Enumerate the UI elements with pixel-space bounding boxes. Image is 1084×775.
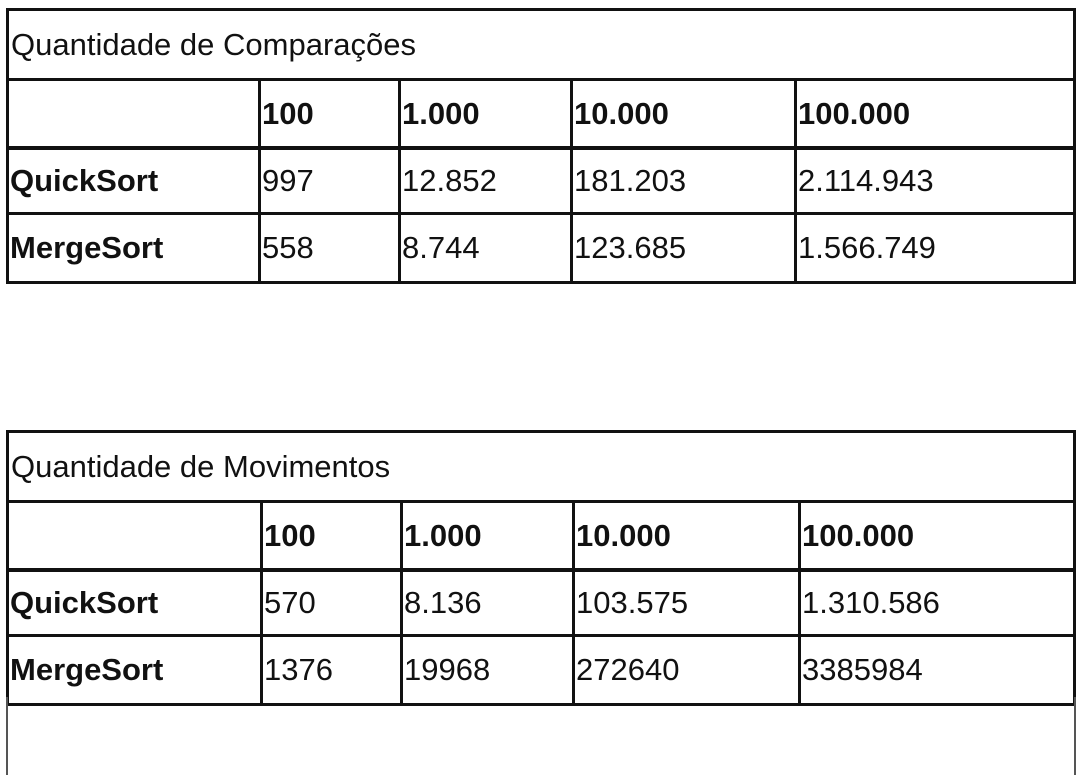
table-cell: 12.852: [401, 150, 573, 212]
header-cell-10000: 10.000: [573, 81, 797, 146]
header-cell-1000: 1.000: [401, 81, 573, 146]
empty-box-fragment: [6, 697, 1076, 775]
table-cell: 1.566.749: [798, 230, 936, 265]
table-cell: 272640: [575, 637, 801, 703]
header-cell-10000: 10.000: [575, 503, 801, 568]
table-cell: 8.136: [403, 572, 575, 634]
table-row: MergeSort 1376 19968 272640 3385984: [9, 637, 1073, 703]
table-title: Quantidade de Comparações: [9, 11, 1073, 81]
header-cell-100000: 100.000: [798, 95, 911, 131]
header-cell-100000: 100.000: [802, 517, 915, 553]
row-label-quicksort: QuickSort: [9, 150, 261, 212]
header-cell-100: 100: [263, 503, 403, 568]
table-cell: 558: [261, 215, 401, 281]
row-label-mergesort: MergeSort: [9, 637, 263, 703]
table-cell: 997: [261, 150, 401, 212]
table-cell: 123.685: [573, 215, 797, 281]
table-cell: 8.744: [401, 215, 573, 281]
table-row: MergeSort 558 8.744 123.685 1.566.749: [9, 215, 1073, 281]
header-cell-100: 100: [261, 81, 401, 146]
table-cell: 2.114.943: [798, 163, 934, 198]
movements-table: Quantidade de Movimentos 100 1.000 10.00…: [6, 430, 1076, 706]
table-cell: 570: [263, 572, 403, 634]
header-row: 100 1.000 10.000 100.000: [9, 81, 1073, 149]
header-row: 100 1.000 10.000 100.000: [9, 503, 1073, 571]
table-cell: 1376: [263, 637, 403, 703]
table-cell: 1.310.586: [802, 585, 940, 620]
table-cell: 19968: [403, 637, 575, 703]
row-label-quicksort: QuickSort: [9, 572, 263, 634]
table-cell: 103.575: [575, 572, 801, 634]
table-cell: 181.203: [573, 150, 797, 212]
header-cell-1000: 1.000: [403, 503, 575, 568]
table-cell: 3385984: [802, 652, 923, 687]
row-label-mergesort: MergeSort: [9, 215, 261, 281]
header-cell-empty: [9, 81, 261, 146]
comparisons-table: Quantidade de Comparações 100 1.000 10.0…: [6, 8, 1076, 284]
table-row: QuickSort 997 12.852 181.203 2.114.943: [9, 149, 1073, 215]
table-row: QuickSort 570 8.136 103.575 1.310.586: [9, 571, 1073, 637]
header-cell-empty: [9, 503, 263, 568]
table-title: Quantidade de Movimentos: [9, 433, 1073, 503]
